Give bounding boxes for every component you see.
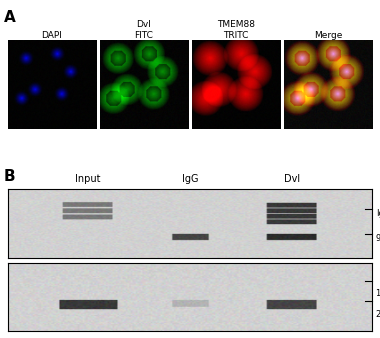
- Text: 17 kDa: 17 kDa: [376, 289, 380, 298]
- Text: A: A: [4, 10, 16, 25]
- Title: Merge: Merge: [314, 31, 342, 40]
- Title: Dvl
FITC: Dvl FITC: [135, 20, 154, 40]
- Text: Input: Input: [75, 174, 101, 184]
- Text: B: B: [4, 169, 16, 184]
- Text: IgG: IgG: [182, 174, 198, 184]
- Text: Dvl: Dvl: [284, 174, 300, 184]
- Title: TMEM88
TRITC: TMEM88 TRITC: [217, 20, 255, 40]
- Text: 90 kDa: 90 kDa: [376, 234, 380, 243]
- Text: 25 kDa: 25 kDa: [376, 310, 380, 319]
- Text: IgG: IgG: [376, 209, 380, 218]
- Title: DAPI: DAPI: [41, 31, 62, 40]
